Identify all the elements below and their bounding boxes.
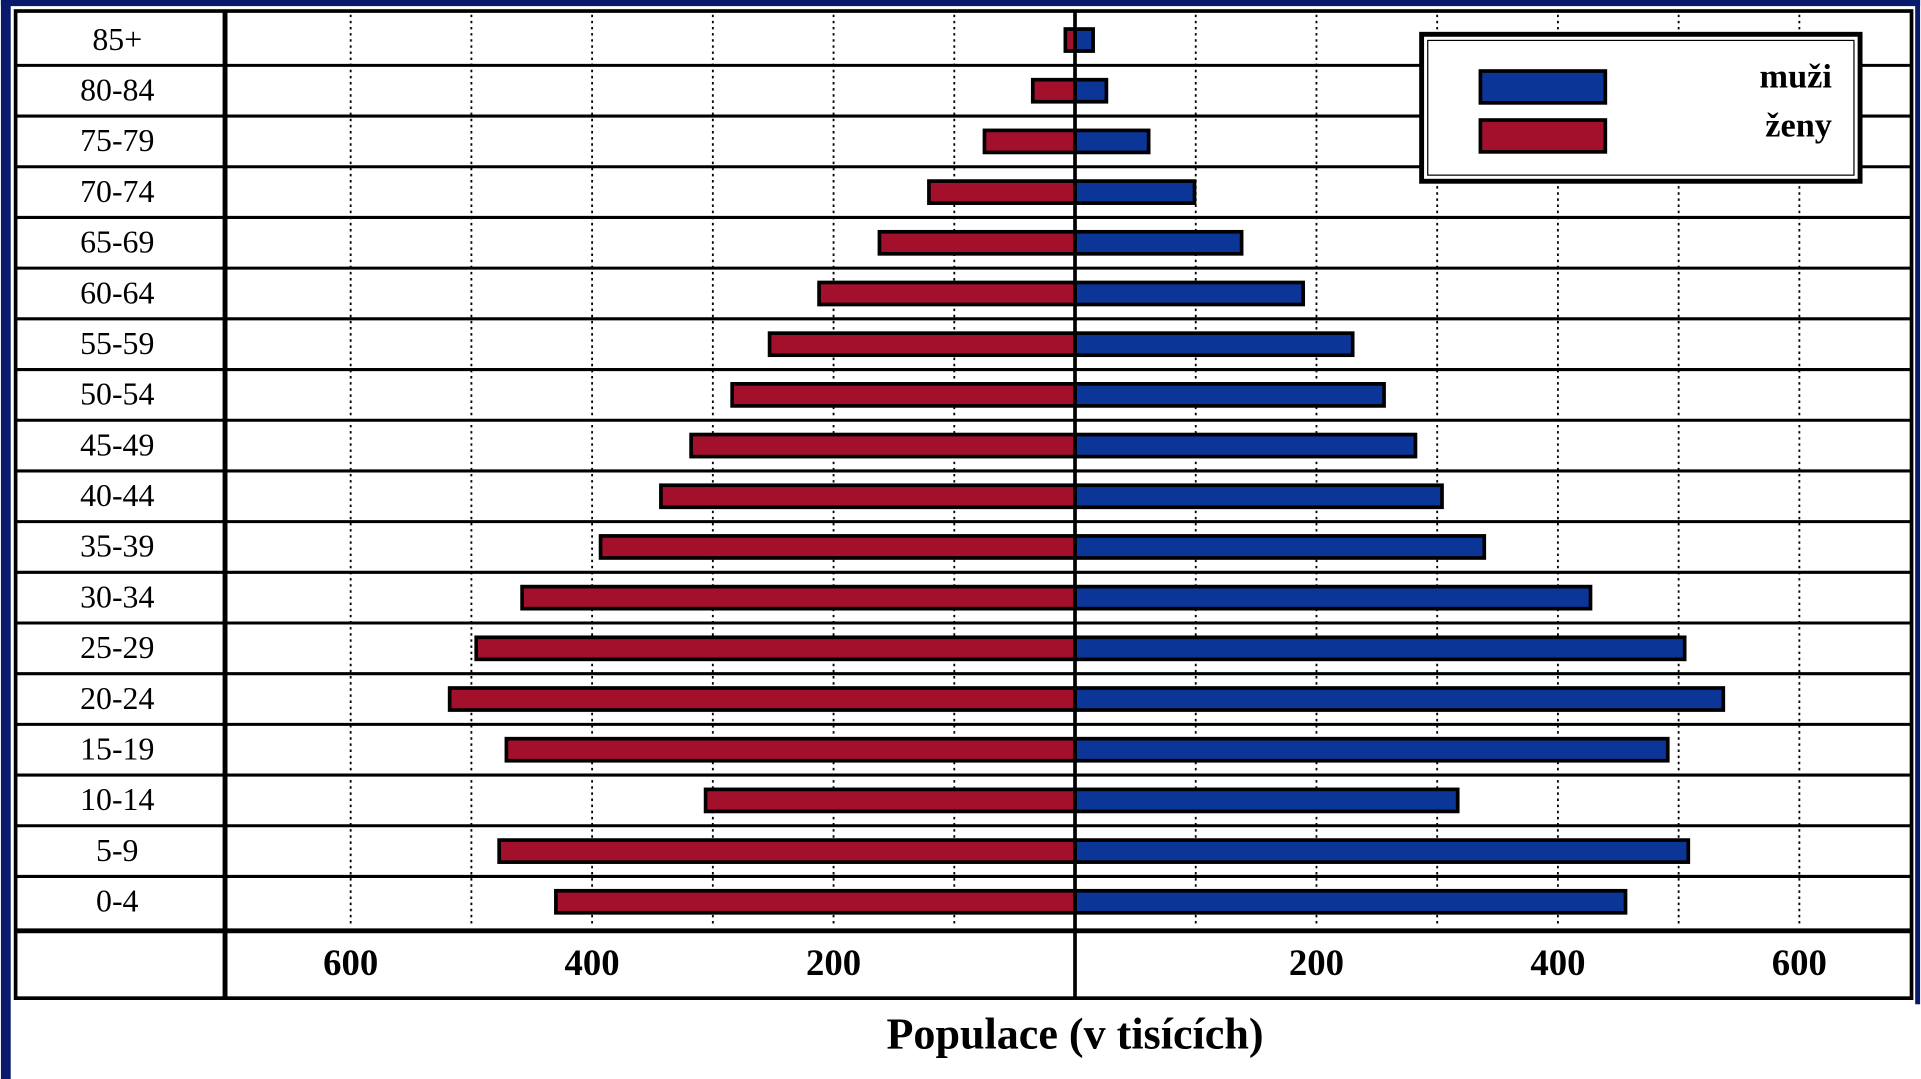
x-tick-label: 200	[806, 942, 861, 983]
frame-left	[0, 0, 11, 1079]
bar	[689, 432, 1077, 459]
x-axis-title: Populace (v tisících)	[886, 1010, 1263, 1059]
bar	[982, 128, 1077, 155]
bar	[1073, 787, 1460, 814]
bar	[1073, 280, 1306, 307]
bar	[1073, 838, 1691, 864]
x-tick-label: 400	[1530, 942, 1585, 983]
y-tick-label: 45-49	[80, 427, 154, 462]
legend: muži ženy	[1419, 31, 1863, 184]
bar	[554, 888, 1077, 915]
bar	[497, 838, 1077, 864]
bar	[1073, 888, 1628, 915]
bar	[1073, 432, 1418, 459]
bar	[1030, 77, 1077, 104]
bar	[1073, 534, 1487, 560]
y-tick-label: 70-74	[80, 174, 154, 209]
bar	[1073, 635, 1687, 662]
y-tick-label: 0-4	[96, 884, 139, 919]
bar	[1073, 229, 1244, 256]
y-tick-label: 60-64	[80, 275, 154, 310]
y-tick-label: 15-19	[80, 731, 154, 766]
bar	[520, 584, 1077, 611]
y-tick-label: 75-79	[80, 123, 154, 158]
legend-swatch	[1478, 69, 1608, 105]
bar	[877, 229, 1077, 256]
legend-label: muži	[1760, 57, 1833, 95]
legend-box	[1419, 31, 1863, 184]
y-tick-label: 55-59	[80, 326, 154, 361]
bar	[1073, 736, 1670, 763]
bar	[659, 483, 1077, 510]
x-tick-label: 600	[1772, 942, 1827, 983]
frame-top	[0, 0, 1921, 7]
bar	[730, 382, 1077, 408]
legend-swatch	[1478, 118, 1608, 154]
y-tick-label: 40-44	[80, 478, 154, 513]
bar	[1073, 483, 1444, 510]
legend-inner-box	[1427, 39, 1855, 176]
y-tick-label: 85+	[92, 22, 142, 57]
legend-label: ženy	[1765, 106, 1832, 144]
bar	[1073, 27, 1095, 53]
y-tick-label: 80-84	[80, 72, 154, 107]
bar	[703, 787, 1077, 814]
y-tick-label: 35-39	[80, 529, 154, 564]
bar	[1073, 686, 1726, 712]
y-tick-label: 65-69	[80, 225, 154, 260]
bar	[504, 736, 1077, 763]
bar	[1073, 331, 1355, 358]
y-tick-label: 5-9	[96, 833, 138, 868]
bar	[474, 635, 1077, 662]
bar	[1073, 584, 1593, 611]
bars	[447, 27, 1726, 915]
y-tick-label: 10-14	[80, 782, 154, 817]
bar	[817, 280, 1077, 307]
y-tick-label: 25-29	[80, 630, 154, 665]
bar	[1073, 382, 1386, 408]
bar	[1073, 179, 1197, 205]
y-tick-label: 50-54	[80, 377, 154, 412]
bar	[927, 179, 1077, 205]
y-tick-label: 30-34	[80, 579, 154, 614]
y-tick-label: 20-24	[80, 681, 154, 716]
frame-right	[1915, 0, 1921, 1005]
bar	[447, 686, 1077, 712]
x-tick-label: 200	[1289, 942, 1344, 983]
x-tick-label: 600	[323, 942, 378, 983]
bar	[767, 331, 1077, 358]
bar	[1063, 27, 1077, 53]
x-tick-label: 400	[565, 942, 620, 983]
bar	[1073, 77, 1109, 104]
bar	[1073, 128, 1151, 155]
table-border	[13, 9, 1914, 1001]
bar	[598, 534, 1077, 560]
